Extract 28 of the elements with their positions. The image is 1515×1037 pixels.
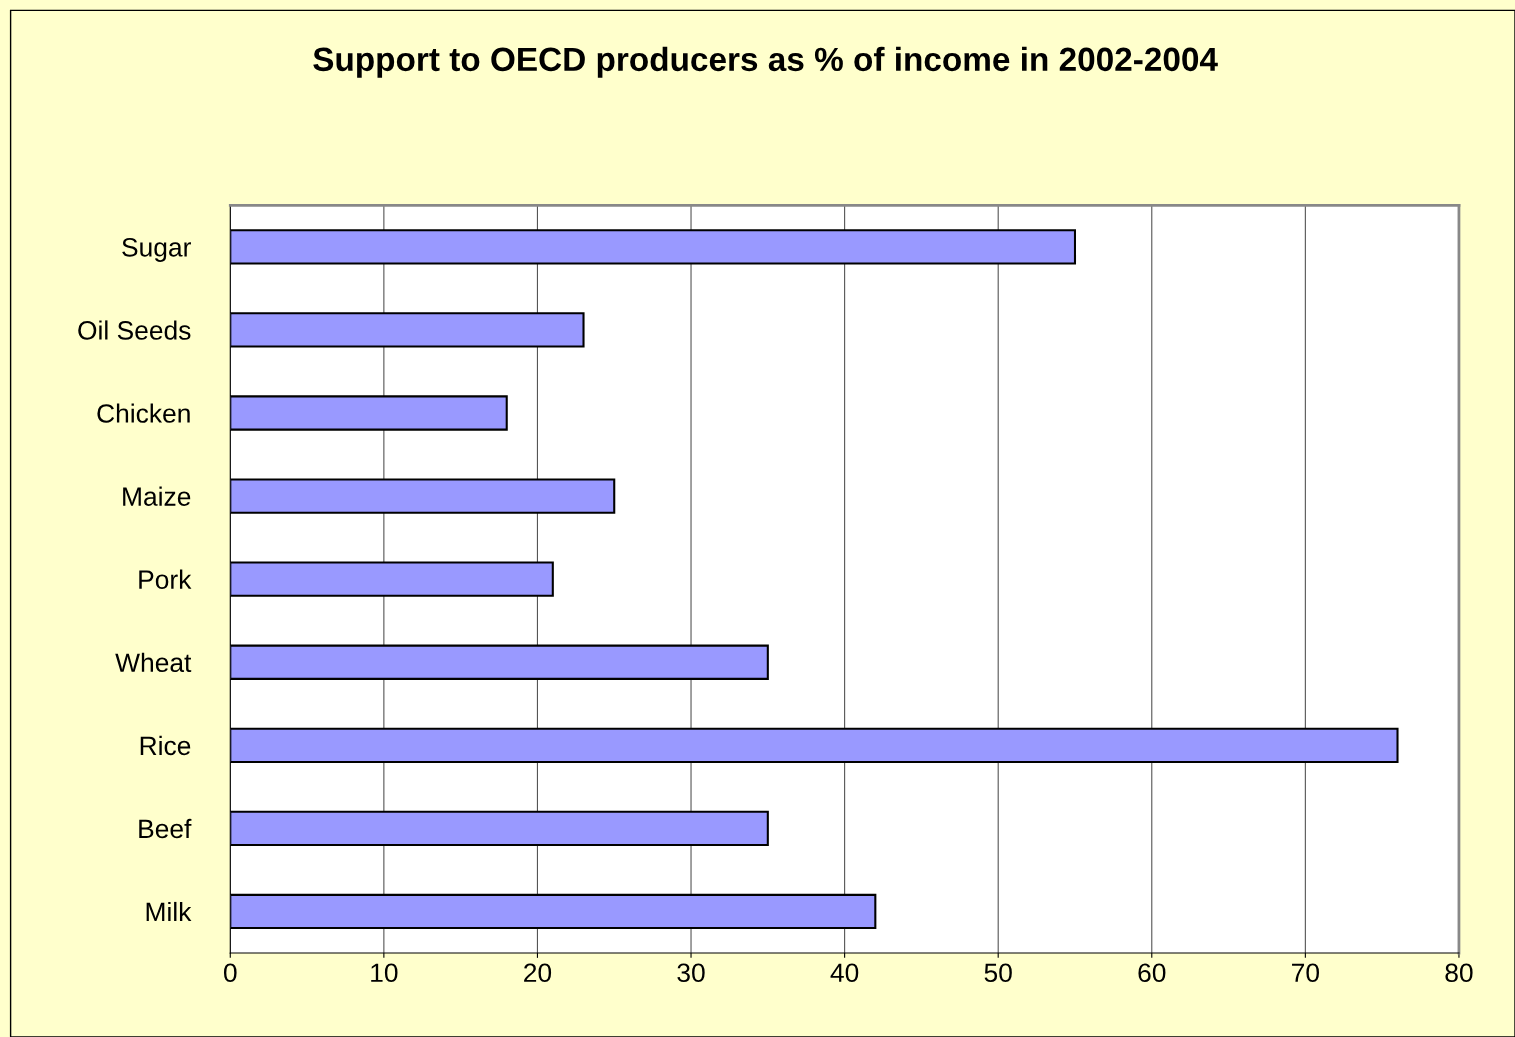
bar <box>230 644 769 680</box>
x-tick-label: 70 <box>1292 963 1320 983</box>
y-tick-label: Maize <box>123 486 191 506</box>
x-tick-label: 50 <box>984 963 1012 983</box>
bar <box>230 561 554 597</box>
bar <box>230 395 508 431</box>
y-tick-label: Beef <box>139 818 192 839</box>
bar <box>230 810 769 847</box>
y-tick-label: Wheat <box>115 652 192 673</box>
y-tick-label: Milk <box>146 901 192 922</box>
x-tick-label: 30 <box>677 963 705 983</box>
bar <box>230 727 1399 763</box>
x-tick-label: 10 <box>371 963 398 983</box>
x-tick-label: 80 <box>1445 963 1473 983</box>
chart-title: Support to OECD producers as % of income in 2002-2004 <box>313 46 1218 78</box>
x-tick-label: 0 <box>223 963 237 983</box>
bar <box>230 312 585 348</box>
y-tick-label: Rice <box>140 735 191 756</box>
x-tick-label: 20 <box>524 963 552 983</box>
bar <box>230 229 1077 265</box>
bar <box>230 478 616 514</box>
y-tick-label: Chicken <box>97 403 190 423</box>
bar <box>230 893 877 930</box>
y-tick-label: Pork <box>139 569 192 589</box>
y-tick-label: Oil Seeds <box>78 320 191 340</box>
x-tick-label: 40 <box>830 963 859 983</box>
y-tick-label: Sugar <box>122 238 191 262</box>
x-tick-label: 60 <box>1138 963 1166 983</box>
